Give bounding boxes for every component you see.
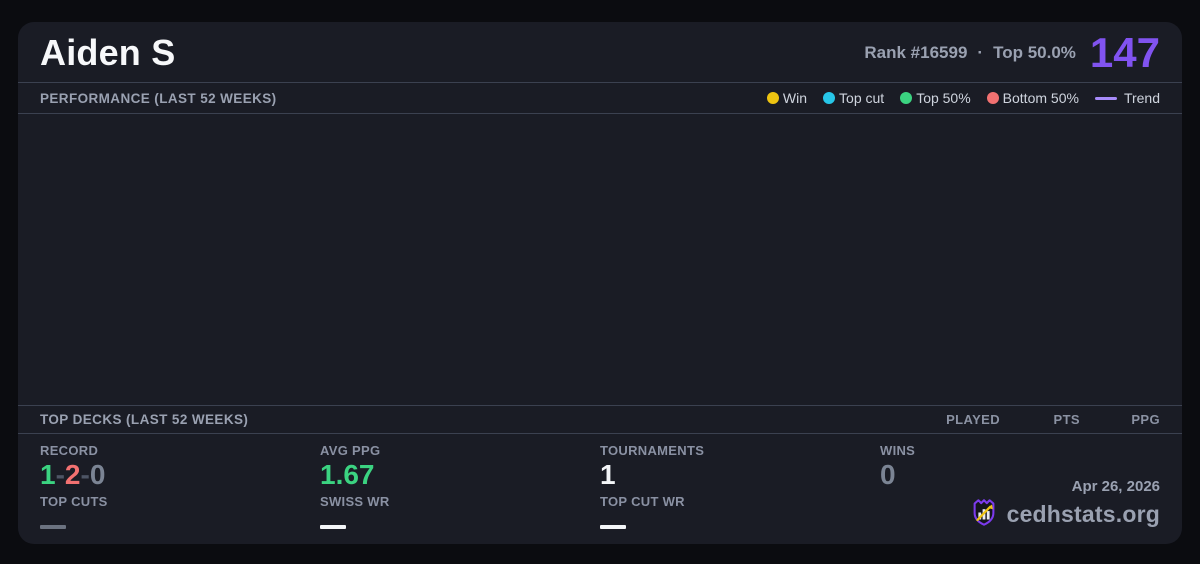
stat-label: RECORD (40, 443, 99, 458)
legend-item-top-cut[interactable]: Top cut (823, 90, 884, 106)
stats-grid: RECORD 1-2-0 TOP CUTS AVG PPG 1.67 SWISS… (40, 443, 1160, 530)
win-dot-icon (766, 92, 779, 104)
tournaments-value: 1 (600, 459, 616, 490)
record-wins: 1 (40, 459, 56, 490)
legend-item-win[interactable]: Win (766, 90, 808, 106)
stats-section: RECORD 1-2-0 TOP CUTS AVG PPG 1.67 SWISS… (18, 434, 1182, 544)
stat-tournaments: TOURNAMENTS 1 TOP CUT WR (600, 443, 880, 530)
percentile-label: Top 50.0% (993, 43, 1076, 62)
column-header-pts: PTS (1053, 412, 1080, 427)
card-footer: Apr 26, 2026 cedhstats.org (969, 478, 1160, 532)
brand-name[interactable]: cedhstats.org (1006, 501, 1160, 527)
legend-label: Win (782, 90, 808, 106)
legend-label: Top cut (839, 90, 885, 106)
card-header: Aiden S Rank #16599 · Top 50.0% 147 (18, 22, 1182, 82)
record-sep: - (55, 459, 65, 490)
record-value: 1-2-0 (40, 459, 320, 491)
swiss-wr-empty-dash (320, 525, 346, 530)
record-draws: 0 (89, 459, 106, 490)
header-right: Rank #16599 · Top 50.0% 147 (864, 32, 1160, 74)
divider-top-decks (18, 433, 1182, 434)
top-decks-columns: PLAYED PTS PPG (914, 412, 1160, 427)
stat-label: TOURNAMENTS (600, 443, 705, 458)
top-decks-header-row: TOP DECKS (LAST 52 WEEKS) PLAYED PTS PPG (18, 406, 1182, 433)
performance-title: PERFORMANCE (LAST 52 WEEKS) (40, 90, 277, 106)
top-cut-dot-icon (823, 92, 836, 104)
chart-legend: Win Top cut Top 50% Bottom 50% Trend (766, 90, 1160, 106)
stat-avg-ppg: AVG PPG 1.67 SWISS WR (320, 443, 600, 530)
top-cut-wr-empty-dash (600, 525, 626, 530)
stat-label: WINS (880, 443, 916, 458)
rank-separator: · (977, 43, 984, 62)
divider-performance (18, 113, 1182, 114)
cedhstats-logo-icon (969, 497, 999, 532)
stat-record: RECORD 1-2-0 TOP CUTS (40, 443, 320, 530)
column-header-ppg: PPG (1131, 412, 1160, 427)
performance-header-row: PERFORMANCE (LAST 52 WEEKS) Win Top cut … (18, 83, 1182, 113)
legend-label: Top 50% (916, 90, 971, 106)
generated-date: Apr 26, 2026 (1071, 478, 1160, 495)
stat-wins: WINS 0 (880, 443, 1160, 529)
player-name: Aiden S (40, 32, 176, 73)
legend-label: Bottom 50% (1002, 90, 1079, 106)
rank-label: Rank #16599 (864, 43, 968, 62)
bottom-50-dot-icon (986, 92, 999, 104)
legend-item-bottom-50[interactable]: Bottom 50% (986, 90, 1079, 106)
divider-header (18, 82, 1182, 83)
player-stats-card: Aiden S Rank #16599 · Top 50.0% 147 PERF… (18, 22, 1182, 544)
legend-label: Trend (1123, 90, 1160, 106)
brand-row: cedhstats.org (969, 497, 1160, 532)
column-header-played: PLAYED (946, 412, 1000, 427)
top-decks-title: TOP DECKS (LAST 52 WEEKS) (40, 412, 249, 427)
top-cuts-empty-dash (40, 525, 66, 530)
record-losses: 2 (64, 459, 81, 490)
legend-item-trend[interactable]: Trend (1094, 90, 1160, 106)
record-sep: - (80, 459, 90, 490)
avg-ppg-value: 1.67 (320, 459, 375, 490)
rank-line: Rank #16599 · Top 50.0% (864, 43, 1076, 63)
stat-label: AVG PPG (320, 443, 381, 458)
divider-chart-bottom (18, 405, 1182, 406)
stat-label: SWISS WR (320, 494, 390, 510)
legend-item-top-50[interactable]: Top 50% (900, 90, 971, 106)
performance-chart-area (18, 114, 1182, 405)
points-value: 147 (1089, 29, 1160, 76)
stat-label: TOP CUTS (40, 494, 108, 510)
wins-value: 0 (880, 459, 896, 490)
stat-label: TOP CUT WR (600, 494, 685, 510)
trend-line-icon (1094, 96, 1117, 100)
top-50-dot-icon (900, 92, 913, 104)
